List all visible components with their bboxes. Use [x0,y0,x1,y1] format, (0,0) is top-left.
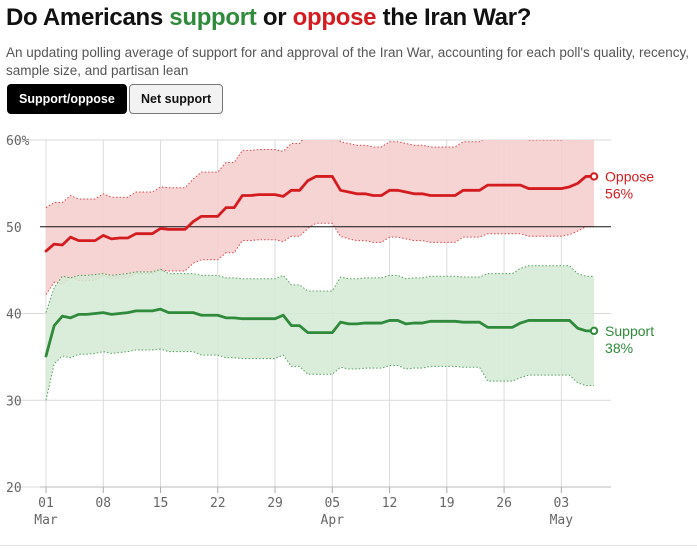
label-layer: 20 30 40 50 60% 01 Mar 08 15 22 29 05 Apr 12 19 26 03 May… [6,134,654,528]
y-tick-label: 20 [6,481,22,496]
y-tick-label: 40 [6,308,22,323]
title-middle: or [256,4,293,31]
series-layer [44,175,596,358]
support-trend-line [44,307,596,358]
x-tick-label: 29 [267,496,283,511]
x-tick-label: 05 [324,496,340,511]
bottom-divider [0,545,697,546]
page-title: Do Americans support or oppose the Iran … [6,4,531,32]
band-layer [45,140,595,401]
support-end-point [589,326,599,336]
oppose-series-label: Oppose [605,168,654,184]
oppose-end-value-label: 56% [605,185,633,201]
x-month-label: Mar [34,513,58,528]
support-series-label: Support [605,323,654,339]
title-prefix: Do Americans [6,4,170,31]
x-tick-label: 03 [554,496,570,511]
x-tick-label: 19 [439,496,455,511]
support-oppose-toggle-button[interactable]: Support/oppose [7,84,127,114]
x-tick-label: 22 [210,496,226,511]
x-tick-label: 01 [38,496,54,511]
title-support-word: support [169,4,257,31]
y-tick-label: 30 [6,394,22,409]
y-tick-label: 50 [6,221,22,236]
oppose-end-point [589,172,599,181]
page-subtitle: An updating polling average of support f… [6,45,689,78]
x-month-label: May [550,513,574,528]
y-tick-label: 60% [6,134,30,149]
polling-chart: 20 30 40 50 60% 01 Mar 08 15 22 29 05 Apr 12 19 26 03 May… [6,134,654,528]
oppose-trend-line [44,175,596,253]
x-tick-label: 12 [382,496,398,511]
x-tick-label: 26 [496,496,512,511]
support-end-value-label: 38% [605,340,633,356]
support-band-lower-edge [45,348,595,401]
x-tick-label: 08 [95,496,111,511]
x-month-label: Apr [321,513,345,528]
oppose-uncertainty-band [46,140,595,295]
support-band-upper-edge [45,265,595,313]
title-oppose-word: oppose [292,4,377,31]
title-suffix: the Iran War? [376,4,532,31]
x-tick-label: 15 [153,496,169,511]
net-support-toggle-button[interactable]: Net support [129,84,224,114]
